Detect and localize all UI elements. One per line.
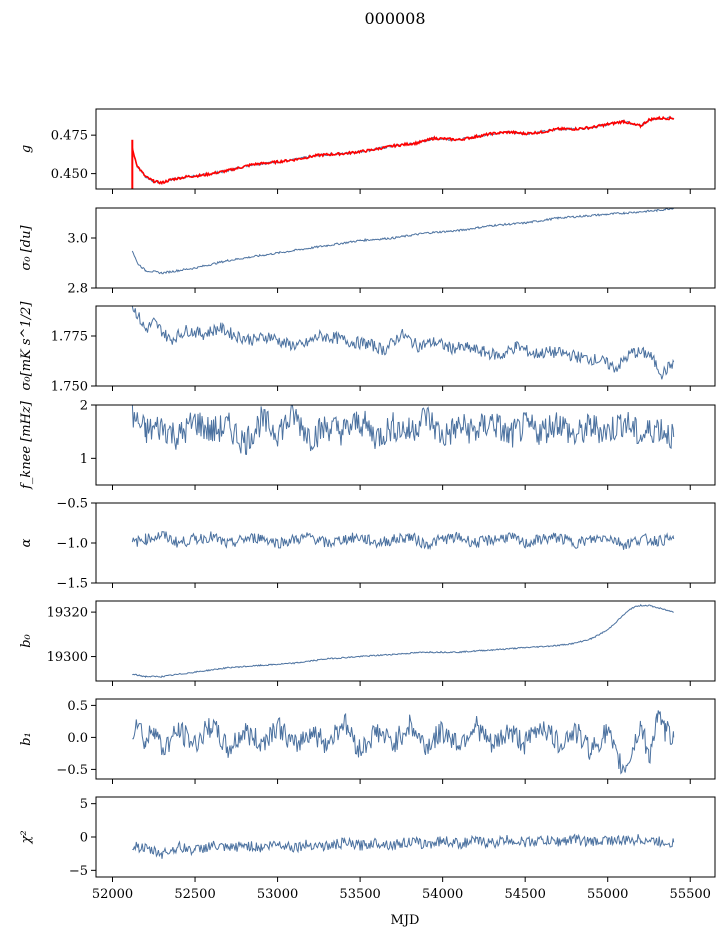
series-line-b1-0 (132, 710, 675, 775)
y-tick-label: 19300 (47, 650, 88, 665)
x-axis-label: MJD (391, 913, 420, 928)
x-tick-label: 55500 (670, 887, 711, 902)
y-tick-label: 3.0 (67, 232, 88, 247)
panel-frame (95, 698, 716, 780)
panel-frame (95, 207, 716, 289)
panel-sigma0: 2.8 3.0 σ₀ [du] (19, 207, 716, 297)
y-tick-label: 1.750 (51, 380, 88, 395)
y-axis-label-g: g (19, 145, 34, 153)
panel-b1: −0.5 0.0 0.5 b₁ (19, 698, 716, 784)
y-axis-label-chi2: χ² (19, 830, 34, 844)
panel-chi2: −5 0 5 χ² (19, 796, 716, 882)
series-line-sigma0-0 (131, 208, 675, 275)
y-axis-label-b0: b₀ (19, 633, 34, 647)
series-line-sigma0_mks-0 (131, 306, 675, 380)
x-tick-label: 52500 (174, 887, 215, 902)
y-axis-label-sigma0: σ₀ [du] (19, 225, 34, 271)
y-tick-label: 2.8 (67, 282, 88, 297)
x-tick-label: 53000 (257, 887, 298, 902)
x-tick-label: 54000 (422, 887, 463, 902)
panel-g: 0.450 0.475 g (19, 108, 716, 194)
panel-b0: 19300 19320 b₀ (19, 600, 716, 686)
x-tick-label: 55000 (587, 887, 628, 902)
panels-group: 0.450 0.475 g 2.8 3.0 σ₀ [du] 1.750 1.775 σ₀[mK … (19, 108, 716, 902)
y-tick-label: −5 (69, 864, 88, 879)
series-line-g-1 (131, 115, 675, 186)
series-line-b0-0 (132, 603, 674, 679)
y-axis-label-fknee: f_knee [mHz] (19, 400, 34, 490)
y-tick-label: 0.0 (67, 731, 88, 746)
y-axis-label-b1: b₁ (19, 732, 34, 746)
y-tick-label: −0.5 (56, 497, 88, 512)
y-axis-label-sigma0_mks: σ₀[mK s^1/2] (19, 301, 34, 391)
series-line-alpha-0 (131, 530, 675, 551)
panel-frame (95, 305, 716, 387)
y-tick-label: 0.450 (51, 167, 88, 182)
y-tick-label: 0 (80, 831, 88, 846)
y-tick-label: 1 (80, 452, 88, 467)
y-tick-label: 2 (80, 399, 88, 414)
series-line-chi2-0 (132, 833, 675, 859)
panel-fknee: 1 2 f_knee [mHz] (19, 399, 716, 490)
y-tick-label: −1.5 (56, 577, 88, 592)
y-tick-label: 0.475 (51, 129, 88, 144)
y-tick-label: 5 (80, 797, 88, 812)
panel-frame (95, 502, 716, 584)
x-tick-label: 54500 (504, 887, 545, 902)
y-tick-label: −1.0 (56, 537, 88, 552)
y-tick-label: −0.5 (56, 763, 88, 778)
panel-frame (95, 108, 716, 190)
panel-frame (95, 796, 716, 878)
series-line-fknee-0 (131, 405, 675, 456)
y-tick-label: 0.5 (67, 699, 88, 714)
figure-title: 000008 (364, 9, 425, 28)
y-axis-label-alpha: α (19, 538, 34, 547)
panel-frame (95, 600, 716, 682)
x-tick-label: 53500 (339, 887, 380, 902)
y-tick-label: 1.775 (51, 330, 88, 345)
panel-frame (95, 404, 716, 486)
panel-alpha: −1.5 −1.0 −0.5 α (19, 497, 716, 592)
y-tick-label: 19320 (47, 606, 88, 621)
x-tick-label: 52000 (92, 887, 133, 902)
panel-sigma0_mks: 1.750 1.775 σ₀[mK s^1/2] (19, 301, 716, 395)
